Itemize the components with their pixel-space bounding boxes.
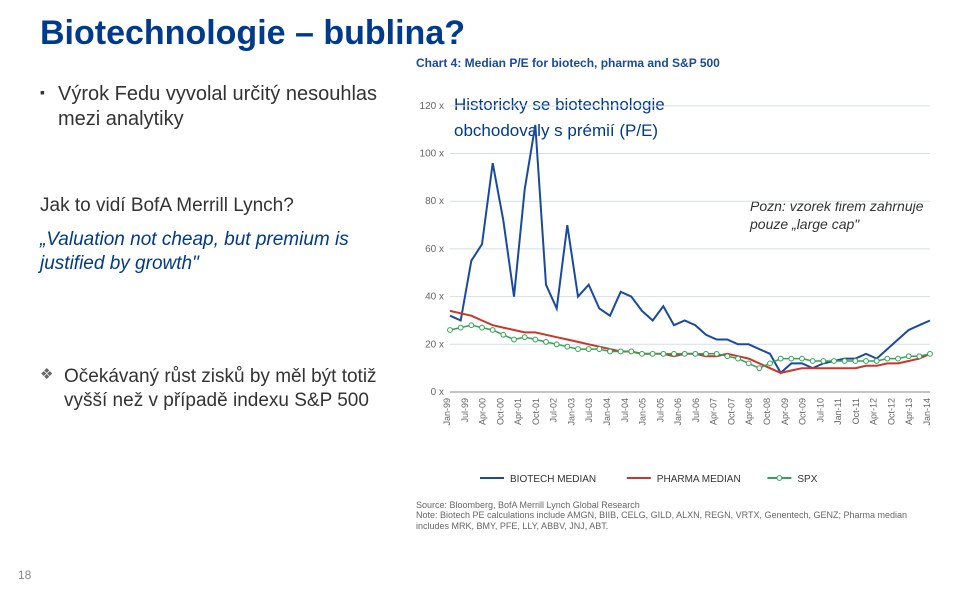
svg-text:40 x: 40 x — [425, 292, 444, 303]
svg-text:120 x: 120 x — [420, 101, 444, 112]
svg-text:Jan-03: Jan-03 — [566, 398, 576, 426]
svg-text:80 x: 80 x — [425, 196, 444, 207]
chart-footnote: Note: Biotech PE calculations include AM… — [416, 510, 940, 533]
chart-source: Source: Bloomberg, BofA Merrill Lynch Gl… — [416, 500, 940, 510]
svg-text:Jan-04: Jan-04 — [602, 398, 612, 426]
svg-text:100 x: 100 x — [420, 149, 444, 160]
svg-text:Jul-03: Jul-03 — [584, 398, 594, 423]
svg-text:Oct-01: Oct-01 — [531, 398, 541, 425]
analyst-quote: „Valuation not cheap, but premium is jus… — [40, 228, 390, 276]
svg-text:Jul-99: Jul-99 — [460, 398, 470, 423]
svg-text:Oct-00: Oct-00 — [495, 398, 505, 425]
page-number: 18 — [18, 568, 31, 582]
svg-text:Jul-02: Jul-02 — [549, 398, 559, 423]
svg-text:Jan-99: Jan-99 — [442, 398, 452, 426]
svg-text:Apr-13: Apr-13 — [904, 398, 914, 425]
svg-text:Apr-09: Apr-09 — [780, 398, 790, 425]
svg-text:Oct-07: Oct-07 — [726, 398, 736, 425]
svg-text:Apr-00: Apr-00 — [478, 398, 488, 425]
svg-text:Jul-10: Jul-10 — [815, 398, 825, 423]
svg-text:Jul-05: Jul-05 — [655, 398, 665, 423]
svg-text:SPX: SPX — [797, 474, 817, 485]
svg-text:Jul-06: Jul-06 — [691, 398, 701, 423]
svg-text:PHARMA MEDIAN: PHARMA MEDIAN — [657, 474, 741, 485]
svg-text:Jan-11: Jan-11 — [833, 398, 843, 425]
svg-text:Apr-07: Apr-07 — [709, 398, 719, 425]
svg-text:Oct-12: Oct-12 — [886, 398, 896, 425]
svg-text:Jan-06: Jan-06 — [673, 398, 683, 426]
chart-container: Chart 4: Median P/E for biotech, pharma … — [410, 56, 940, 533]
svg-text:Apr-12: Apr-12 — [869, 398, 879, 425]
svg-text:Oct-08: Oct-08 — [762, 398, 772, 425]
svg-text:Apr-01: Apr-01 — [513, 398, 523, 425]
pe-chart: 0 x 20 x 40 x 60 x 80 x 100 x 120 x Jan-99 Jul-9… — [410, 76, 940, 496]
svg-text:Jul-04: Jul-04 — [620, 398, 630, 423]
slide-title: Biotechnologie – bublina? — [40, 14, 465, 53]
svg-text:Apr-08: Apr-08 — [744, 398, 754, 425]
svg-text:20 x: 20 x — [425, 339, 444, 350]
svg-text:60 x: 60 x — [425, 244, 444, 255]
svg-text:0 x: 0 x — [431, 387, 444, 398]
chart-title: Chart 4: Median P/E for biotech, pharma … — [416, 56, 940, 70]
svg-text:Jan-05: Jan-05 — [638, 398, 648, 426]
svg-text:Oct-11: Oct-11 — [851, 398, 861, 424]
analyst-question: Jak to vidí BofA Merrill Lynch? — [40, 195, 294, 217]
svg-text:BIOTECH MEDIAN: BIOTECH MEDIAN — [510, 474, 596, 485]
svg-text:Oct-09: Oct-09 — [798, 398, 808, 425]
diamond-bullet-growth: Očekávaný růst zisků by měl být totiž vy… — [64, 365, 384, 413]
svg-text:Jan-14: Jan-14 — [922, 398, 932, 426]
bullet-fed-remark: Výrok Fedu vyvolal určitý nesouhlas mezi… — [58, 82, 388, 132]
